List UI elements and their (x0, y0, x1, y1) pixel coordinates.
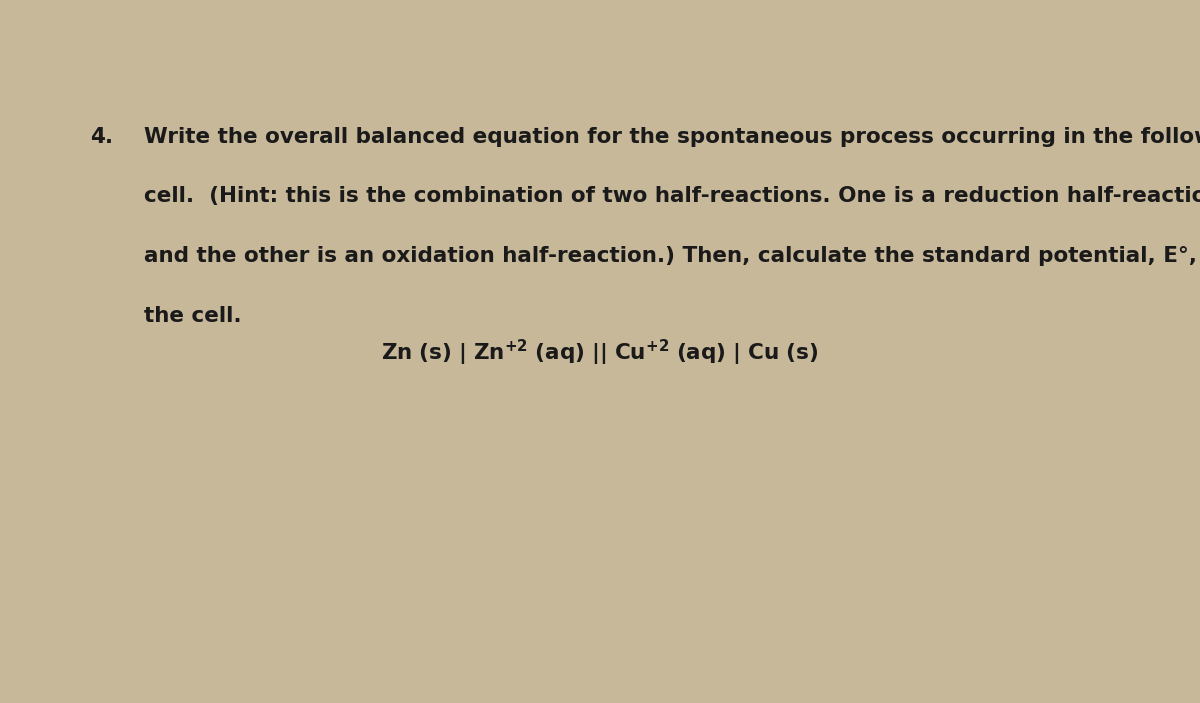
Text: $\mathbf{Zn\ (s)\ |\ Zn^{+2}\ (aq)\ ||\ Cu^{+2}\ (aq)\ |\ Cu\ (s)}$: $\mathbf{Zn\ (s)\ |\ Zn^{+2}\ (aq)\ ||\ … (382, 337, 818, 368)
Text: 4.: 4. (90, 127, 113, 146)
Text: Write the overall balanced equation for the spontaneous process occurring in the: Write the overall balanced equation for … (144, 127, 1200, 146)
Text: the cell.: the cell. (144, 306, 241, 325)
Text: and the other is an oxidation half-reaction.) Then, calculate the standard poten: and the other is an oxidation half-react… (144, 246, 1200, 266)
Text: cell.  (Hint: this is the combination of two half-reactions. One is a reduction : cell. (Hint: this is the combination of … (144, 186, 1200, 206)
